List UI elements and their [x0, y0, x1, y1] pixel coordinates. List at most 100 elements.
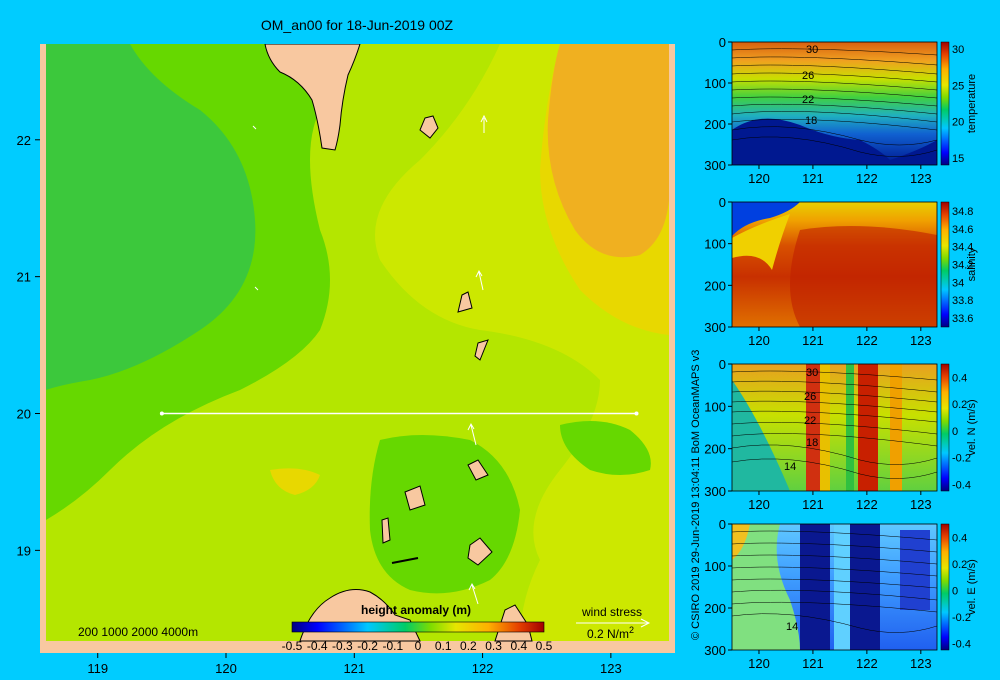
depth-contours-label: 200 1000 2000 4000m — [78, 625, 198, 639]
contour-line — [732, 80, 937, 91]
contour-line — [732, 578, 937, 589]
y-tick-label: 300 — [704, 484, 726, 499]
level-southeast — [520, 546, 669, 641]
y-tick-label: 20 — [17, 407, 31, 422]
wind-arrow — [468, 582, 479, 605]
wind-stress-label: wind stress — [581, 605, 642, 619]
contour-line — [732, 56, 937, 66]
contour-line — [732, 88, 937, 99]
level-west-central — [46, 44, 256, 390]
contour-label: 30 — [806, 367, 818, 379]
temperature-colorbar — [940, 41, 950, 166]
x-tick-label: 121 — [802, 656, 824, 671]
contour-label: 18 — [805, 115, 817, 127]
colorbar-title: height anomaly (m) — [361, 603, 471, 617]
contour-label: 18 — [806, 437, 818, 449]
height-anomaly-colorbar — [291, 621, 545, 633]
vel-n-south-band — [846, 364, 854, 491]
x-tick-label: 123 — [910, 333, 932, 348]
contour-line — [732, 72, 937, 83]
colorbar-tick-label: 0.1 — [435, 639, 452, 653]
vel-n-section-field: 30 26 22 18 14 — [732, 364, 937, 491]
colorbar-tick-label: 15 — [952, 153, 964, 165]
wind-arrow — [252, 125, 257, 130]
vel-e-east-band — [900, 530, 930, 610]
vel-e-band — [834, 524, 850, 650]
contour-line — [732, 119, 937, 131]
x-tick-label: 121 — [343, 661, 365, 676]
level-south-eddy-east — [560, 421, 651, 475]
vel-n-west-band — [732, 380, 790, 491]
contour-line — [732, 422, 937, 435]
colorbar-tick-label: -0.4 — [952, 638, 971, 650]
map-title: OM_an00 for 18-Jun-2019 00Z — [261, 17, 454, 33]
temperature-section-field: 30 26 22 18 — [732, 42, 937, 165]
colorbar-tick-label: -0.1 — [382, 639, 403, 653]
y-tick-label: 200 — [704, 278, 726, 293]
contour-line — [732, 126, 937, 146]
x-tick-label: 120 — [215, 661, 237, 676]
y-tick-label: 0 — [719, 517, 726, 532]
contour-line — [732, 390, 937, 403]
colorbar-tick-label: 20 — [952, 117, 964, 129]
x-tick-label: 121 — [802, 497, 824, 512]
wind-arrow — [480, 114, 488, 133]
contour-label: 14 — [786, 621, 798, 633]
colorbar-tick-label: 34.2 — [952, 260, 973, 272]
colorbar-tick-label: 0.2 — [952, 559, 967, 571]
vel-n-contours — [732, 370, 937, 479]
y-tick-label: 100 — [704, 559, 726, 574]
level-south-yellow — [270, 468, 320, 495]
taiwan-land — [264, 44, 361, 151]
temperature-axes: 120 121 122 123 0 100 200 300 30 25 20 15 temperatur… — [704, 35, 978, 186]
vel-n-north-jet — [806, 364, 820, 491]
contour-line — [732, 64, 937, 75]
colorbar-tick-label: -0.4 — [952, 479, 971, 491]
colorbar-tick-label: 0.4 — [510, 639, 527, 653]
island-b — [474, 339, 489, 361]
colorbar-tick-label: 0 — [952, 585, 958, 597]
contour-line — [732, 554, 937, 565]
colorbar-tick-label: 34 — [952, 277, 964, 289]
wind-arrows — [252, 114, 488, 605]
x-tick-label: 123 — [910, 656, 932, 671]
contour-line — [732, 613, 937, 633]
colorbar-tick-label: 33.8 — [952, 295, 973, 307]
vel-n-east-band — [890, 364, 902, 491]
colorbar-label: vel. E (m/s) — [966, 559, 978, 615]
x-tick-label: 122 — [856, 656, 878, 671]
x-tick-label: 119 — [87, 661, 108, 676]
transect-end-marker — [634, 411, 639, 416]
island-f — [467, 537, 493, 566]
island-g — [391, 557, 419, 564]
contour-label: 22 — [804, 415, 816, 427]
colorbar-tick-label: 0.4 — [952, 532, 967, 544]
wind-arrow — [467, 422, 477, 446]
y-tick-label: 100 — [704, 237, 726, 252]
temperature-contour-labels: 30 26 22 18 — [802, 44, 818, 127]
vel-n-frame — [731, 363, 938, 492]
colorbar-tick-label: -0.2 — [357, 639, 378, 653]
colorbar-tick-label: 25 — [952, 80, 964, 92]
colorbar-tick-label: 0 — [415, 639, 422, 653]
y-tick-label: 0 — [719, 195, 726, 210]
x-tick-label: 122 — [472, 661, 494, 676]
y-tick-label: 100 — [704, 399, 726, 414]
map-y-ticks: 22 21 20 19 — [17, 133, 40, 558]
wind-stress-scale-arrow — [576, 618, 651, 628]
vel-n-north-jet-2 — [858, 364, 878, 491]
contour-line — [732, 380, 937, 393]
salinity-section-field — [732, 202, 937, 327]
x-tick-label: 123 — [910, 497, 932, 512]
vel-e-west-jet — [800, 524, 830, 650]
contour-line — [732, 400, 937, 413]
colorbar-tick-label: 34.6 — [952, 224, 973, 236]
vel-n-contour-labels: 30 26 22 18 14 — [784, 367, 818, 473]
colorbar-tick-label: 30 — [952, 44, 964, 56]
x-tick-label: 121 — [802, 171, 824, 186]
colorbar-tick-label: -0.4 — [307, 639, 328, 653]
x-tick-label: 120 — [748, 656, 770, 671]
colorbar-tick-label: 0.2 — [952, 399, 967, 411]
x-tick-label: 122 — [856, 171, 878, 186]
vel-n-colorbar — [940, 363, 950, 492]
